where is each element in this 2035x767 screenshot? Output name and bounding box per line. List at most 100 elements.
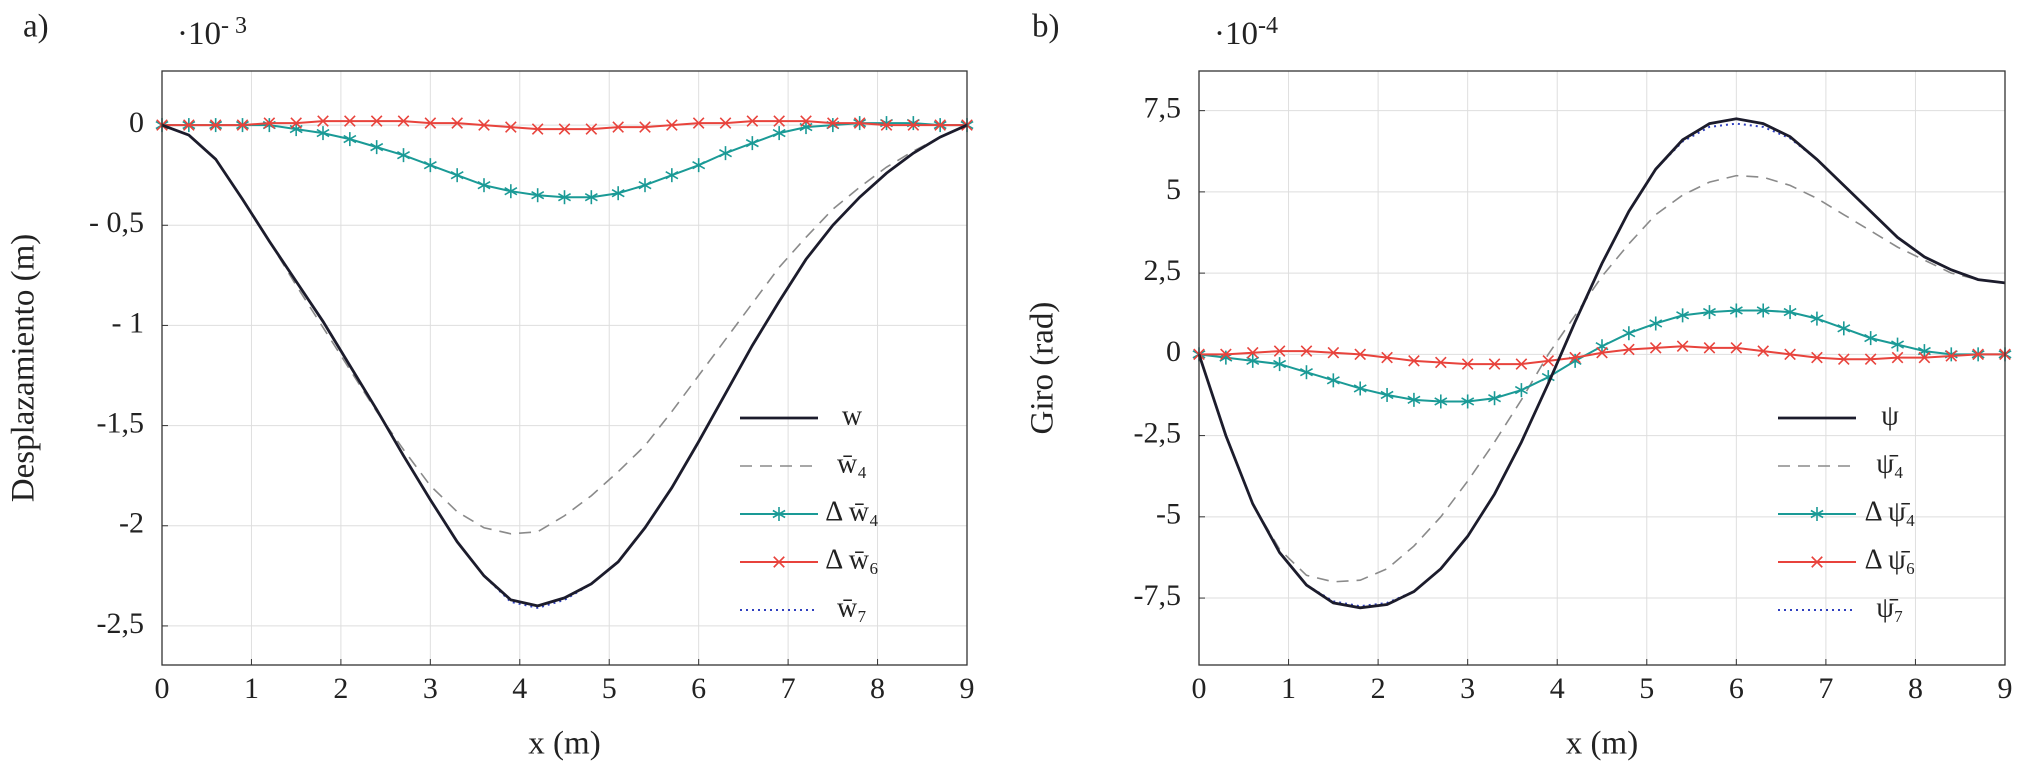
marker-stroke [719,117,732,129]
marker [719,146,732,161]
marker [1408,355,1420,367]
marker-stroke [772,509,786,519]
marker-stroke [611,189,625,198]
legend-label: ψ [1881,400,1899,431]
marker-stroke [853,117,866,129]
x-tick-label: 7 [1818,672,1833,705]
marker-stroke [1702,307,1716,317]
marker [1784,348,1796,361]
x-tick-label: 2 [333,672,348,705]
marker [505,121,517,133]
marker [1327,346,1340,359]
x-tick-label: 4 [512,672,527,705]
marker-stroke [1461,397,1475,406]
marker [907,119,920,131]
marker [370,115,383,127]
y-axis-label: Giro (rad) [1025,302,1061,435]
y-tick-label: 2,5 [1144,254,1182,287]
marker-stroke [612,121,624,133]
y-tick-label: 0 [1166,335,1181,368]
marker [1326,373,1340,388]
series-line [161,123,968,608]
marker [800,115,812,127]
marker [1515,358,1528,370]
marker-stroke [907,119,920,131]
marker [1891,337,1905,352]
series-line [1198,309,2005,403]
y-tick-label: -7,5 [1134,579,1182,612]
marker-stroke [692,117,705,129]
x-tick-label: 4 [1550,672,1565,705]
series-line [1197,117,2006,610]
marker-stroke [1756,306,1770,315]
marker-stroke [1891,351,1904,364]
marker [451,117,463,129]
marker [611,186,625,201]
y-axis-label: Desplazamiento (m) [6,234,42,502]
marker [424,117,437,129]
marker [1729,303,1743,318]
marker [1945,350,1958,362]
legend-label: w̄₇ [837,592,867,623]
marker-stroke [397,115,410,127]
marker [1972,348,1984,361]
legend-label: ψ̄₇ [1876,592,1903,623]
marker [1380,387,1394,402]
series-line [161,124,968,535]
marker-stroke [1730,342,1743,354]
x-tick-label: 6 [691,672,706,705]
marker-stroke [1488,394,1502,403]
marker-stroke [450,170,464,180]
marker-stroke [1434,356,1447,369]
marker-stroke [1729,306,1743,315]
marker [1299,365,1313,380]
marker-stroke [1299,368,1313,377]
marker-stroke [1783,307,1797,317]
panel-label: a) [23,9,49,45]
marker [1514,383,1528,398]
marker-stroke [719,148,732,158]
marker [477,178,491,193]
marker-stroke [504,187,518,196]
marker [1864,353,1877,366]
marker [638,178,652,193]
marker-stroke [1623,343,1635,356]
marker [692,117,705,129]
x-tick-label: 5 [1639,672,1654,705]
x-axis-label: x (m) [528,726,600,762]
x-tick-label: 1 [1281,672,1296,705]
marker-stroke [423,160,437,170]
marker [584,190,598,205]
marker [639,121,651,133]
x-tick-label: 6 [1729,672,1744,705]
marker-stroke [1972,348,1984,361]
marker [1542,355,1555,367]
marker-stroke [1649,319,1663,328]
marker [1273,345,1286,357]
marker-stroke [800,115,812,127]
marker-stroke [397,150,410,160]
axis-exponent: ·10-4 [1214,13,1278,52]
marker-stroke [773,556,785,568]
marker-stroke [1864,333,1878,343]
marker-stroke [478,119,490,131]
marker-stroke [236,119,249,131]
legend-label: Δ ψ̄₆ [1865,544,1916,575]
marker-stroke [558,123,571,135]
marker-stroke [1918,351,1931,364]
marker [1623,343,1635,356]
marker [1488,391,1502,406]
marker [450,168,464,183]
marker [316,126,330,141]
marker-stroke [880,119,893,131]
marker [1300,345,1313,357]
marker [1864,331,1878,346]
legend-label: w [842,400,863,431]
marker-stroke [1757,345,1770,357]
marker [183,119,195,131]
axis-exponent: ·10- 3 [177,13,247,52]
marker-stroke [317,115,329,127]
marker-stroke [1327,346,1340,359]
marker-stroke [558,193,571,202]
marker-stroke [1246,356,1260,366]
